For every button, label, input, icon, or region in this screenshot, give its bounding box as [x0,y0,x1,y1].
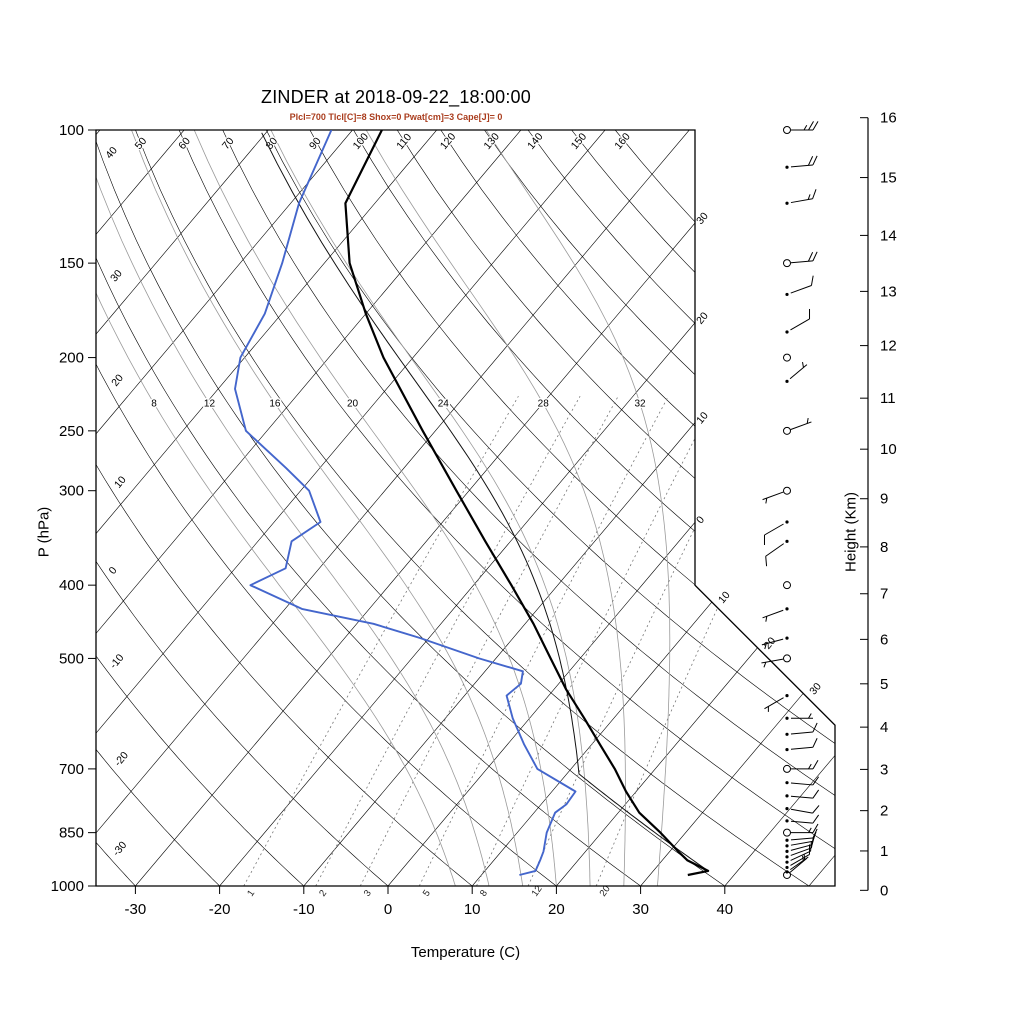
svg-text:200: 200 [59,350,84,367]
svg-text:1: 1 [245,888,257,899]
svg-text:-20: -20 [112,749,131,768]
svg-text:70: 70 [220,135,237,152]
svg-text:15: 15 [880,170,897,187]
svg-text:1000: 1000 [51,878,84,895]
svg-text:5: 5 [880,676,888,693]
svg-text:120: 120 [438,131,459,152]
svg-text:30: 30 [807,680,824,697]
svg-text:40: 40 [103,144,120,161]
svg-text:2: 2 [317,888,329,899]
svg-text:700: 700 [59,761,84,778]
svg-text:10: 10 [716,589,733,606]
svg-text:50: 50 [133,135,150,152]
svg-text:12: 12 [880,338,897,355]
svg-text:30: 30 [694,210,711,227]
svg-text:10: 10 [880,441,897,458]
temperature-curve [344,130,710,877]
svg-text:-10: -10 [293,901,315,918]
svg-text:8: 8 [151,398,157,409]
svg-text:2: 2 [880,803,888,820]
temperature-axis-title: Temperature (C) [410,944,521,961]
svg-text:1: 1 [880,843,888,860]
svg-text:20: 20 [762,635,779,652]
dewpoint-curve [234,130,577,876]
svg-text:10: 10 [464,901,481,918]
svg-text:0: 0 [384,901,392,918]
svg-text:850: 850 [59,825,84,842]
svg-text:12: 12 [204,398,216,409]
chart-title: ZINDER at 2018-09-22_18:00:00 [261,87,531,107]
svg-text:500: 500 [59,650,84,667]
svg-text:160: 160 [612,131,633,152]
svg-text:130: 130 [481,131,502,152]
svg-text:5: 5 [421,888,433,899]
svg-text:4: 4 [880,719,888,736]
svg-text:32: 32 [634,398,646,409]
svg-text:28: 28 [538,398,550,409]
svg-text:30: 30 [108,267,125,284]
profiles [234,130,710,877]
svg-text:3: 3 [362,888,374,899]
svg-text:20: 20 [347,398,359,409]
isotherms [96,130,835,886]
svg-text:400: 400 [59,577,84,594]
svg-text:0: 0 [107,564,120,576]
svg-text:11: 11 [880,390,896,407]
svg-text:10: 10 [112,474,129,491]
svg-text:90: 90 [307,135,324,152]
svg-text:20: 20 [548,901,565,918]
svg-text:250: 250 [59,423,84,440]
svg-text:14: 14 [880,227,897,244]
svg-text:20: 20 [694,310,711,327]
svg-text:150: 150 [59,255,84,272]
svg-text:12: 12 [530,884,545,899]
svg-text:110: 110 [394,131,414,152]
svg-text:-30: -30 [125,901,147,918]
svg-text:16: 16 [269,398,281,409]
svg-text:300: 300 [59,483,84,500]
parcel-curve [261,132,709,872]
svg-text:60: 60 [176,135,193,152]
svg-text:140: 140 [525,131,546,152]
svg-text:30: 30 [632,901,649,918]
svg-text:8: 8 [478,888,490,899]
wind-barbs [761,121,820,879]
svg-text:20: 20 [598,884,613,899]
svg-text:7: 7 [880,586,888,603]
svg-text:0: 0 [880,882,888,899]
svg-text:80: 80 [263,135,280,152]
svg-text:24: 24 [438,398,450,409]
svg-text:9: 9 [880,491,888,508]
svg-text:10: 10 [694,410,711,427]
svg-text:40: 40 [716,901,733,918]
svg-text:13: 13 [880,283,897,300]
svg-text:-20: -20 [209,901,231,918]
svg-text:6: 6 [880,631,888,648]
svg-text:-30: -30 [110,839,129,858]
moist-adiabats [96,130,671,886]
svg-text:0: 0 [694,514,707,526]
mixing-ratio-lines [243,395,818,886]
svg-text:3: 3 [880,761,888,778]
svg-text:16: 16 [880,110,897,127]
grid-lines [96,130,835,886]
chart-params-line: Plcl=700 Tlcl[C]=8 Shox=0 Pwat[cm]=3 Cap… [289,112,503,122]
svg-text:100: 100 [59,122,84,139]
svg-text:-10: -10 [108,652,127,671]
grid-labels: 50 60 70 80 90 100 110 120 130 140 150 160403020100… [102,129,824,899]
svg-text:20: 20 [109,372,126,389]
dry-adiabats [96,130,835,886]
svg-text:8: 8 [880,539,888,556]
